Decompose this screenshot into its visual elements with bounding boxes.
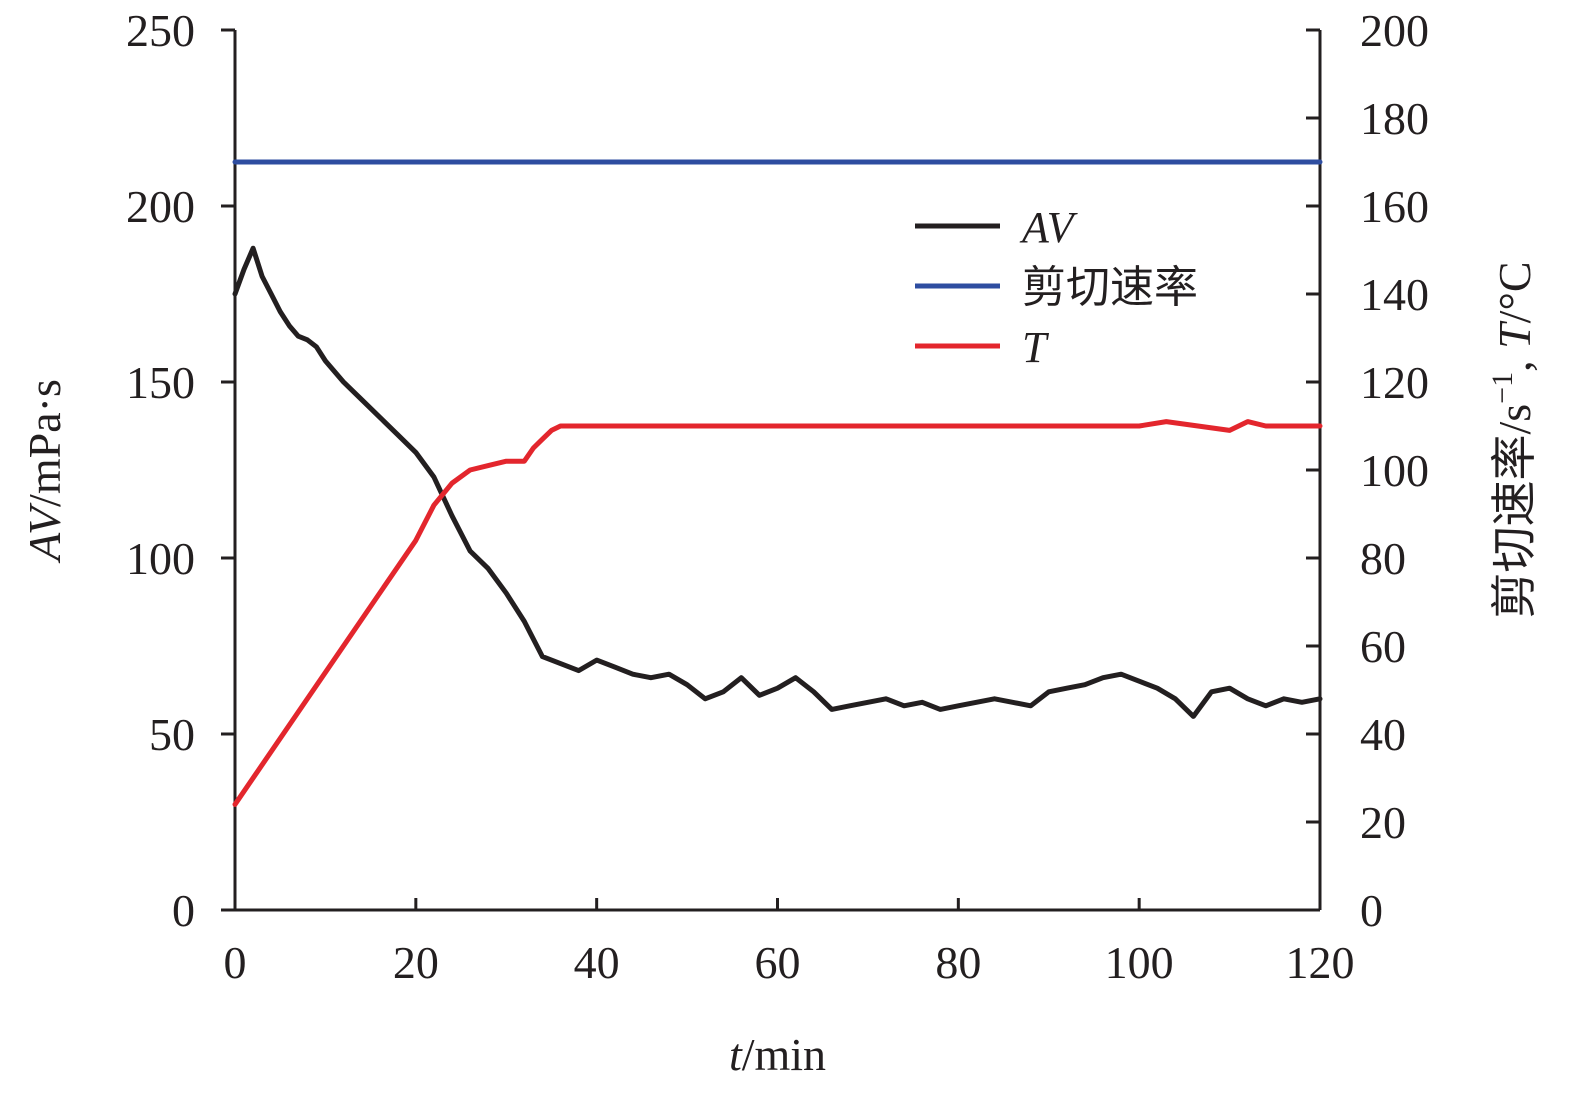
left-y-tick-label: 250 [126, 5, 195, 56]
left-y-tick-label: 100 [126, 533, 195, 584]
left-y-tick-label: 150 [126, 357, 195, 408]
right-y-tick-label: 180 [1360, 93, 1429, 144]
x-tick-label: 40 [574, 937, 620, 988]
right-y-axis-title: 剪切速率/s−1, T/°C [1486, 261, 1540, 618]
x-tick-label: 0 [224, 937, 247, 988]
right-y-tick-label: 140 [1360, 269, 1429, 320]
right-y-tick-label: 40 [1360, 709, 1406, 760]
right-y-tick-label: 20 [1360, 797, 1406, 848]
x-tick-label: 80 [935, 937, 981, 988]
right-y-tick-label: 200 [1360, 5, 1429, 56]
x-tick-label: 100 [1105, 937, 1174, 988]
legend-label: T [1022, 323, 1050, 372]
legend-label: AV [1019, 203, 1079, 252]
left-y-axis-title: AV/mPa·s [19, 379, 70, 564]
x-axis-title: t/min [729, 1029, 826, 1080]
legend: AV 剪切速率 T [915, 203, 1198, 372]
legend-label: 剪切速率 [1022, 263, 1198, 312]
series-line-T [232, 419, 1323, 807]
left-y-tick-label: 0 [172, 885, 195, 936]
right-y-tick-label: 100 [1360, 445, 1429, 496]
right-y-tick-label: 160 [1360, 181, 1429, 232]
right-y-tick-label: 120 [1360, 357, 1429, 408]
x-tick-label: 120 [1286, 937, 1355, 988]
series-line-AV [232, 245, 1323, 719]
left-y-tick-label: 50 [149, 709, 195, 760]
axes-layer: 0 20 40 60 80 100 1200501001502002500204060801… [126, 5, 1429, 988]
left-y-tick-label: 200 [126, 181, 195, 232]
x-tick-label: 20 [393, 937, 439, 988]
series-layer [232, 159, 1323, 807]
right-y-tick-label: 80 [1360, 533, 1406, 584]
axis-titles: t/min AV/mPa·s 剪切速率/s−1, T/°C [19, 261, 1540, 1080]
right-y-tick-label: 0 [1360, 885, 1383, 936]
right-y-tick-label: 60 [1360, 621, 1406, 672]
x-tick-label: 60 [755, 937, 801, 988]
